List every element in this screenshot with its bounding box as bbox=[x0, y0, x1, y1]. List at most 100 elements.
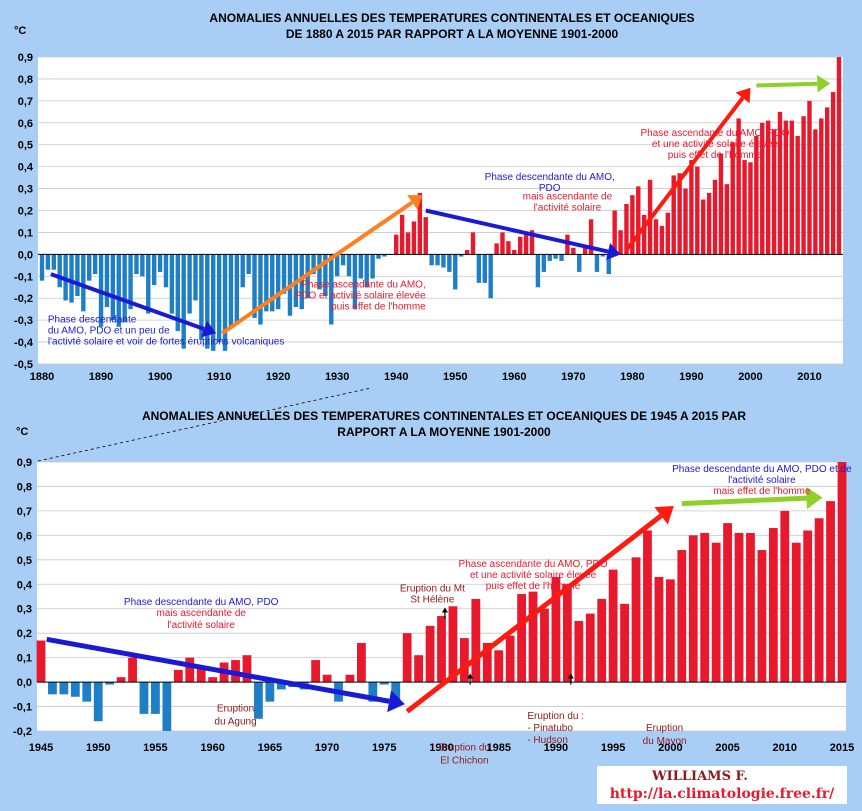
bar bbox=[122, 254, 127, 323]
bar bbox=[677, 173, 682, 255]
bar bbox=[116, 254, 121, 327]
bar bbox=[216, 254, 222, 343]
bar bbox=[441, 254, 446, 268]
bar bbox=[712, 179, 718, 255]
chart-1: ANOMALIES ANNUELLES DES TEMPERATURES CON… bbox=[14, 11, 843, 383]
signature-name: WILLIAMS F. bbox=[651, 769, 748, 784]
bar bbox=[711, 542, 721, 683]
bar bbox=[600, 254, 606, 257]
y-tick-label: 0,1 bbox=[18, 227, 33, 239]
annotation-text: Phase descendante du AMO, PDO bbox=[124, 597, 279, 608]
bar bbox=[597, 598, 607, 683]
x-tick-label: 1920 bbox=[266, 371, 290, 383]
bar bbox=[151, 682, 160, 714]
bar bbox=[45, 254, 51, 270]
bar bbox=[264, 254, 269, 312]
bar bbox=[258, 254, 263, 325]
bar bbox=[541, 254, 547, 272]
bar bbox=[771, 129, 777, 255]
bar bbox=[688, 535, 698, 683]
bar bbox=[612, 210, 617, 255]
annotation-text: Eruption du Agung bbox=[214, 703, 256, 727]
bar bbox=[765, 120, 771, 255]
bar bbox=[105, 682, 115, 685]
y-tick-label: 0,0 bbox=[18, 249, 33, 261]
y-tick-label: -0,2 bbox=[14, 293, 33, 305]
y-tick-label: 0,1 bbox=[17, 653, 32, 665]
bar bbox=[92, 254, 98, 275]
bar bbox=[93, 682, 103, 722]
bar bbox=[695, 166, 700, 255]
bar bbox=[447, 254, 452, 272]
bar bbox=[618, 230, 623, 255]
bar bbox=[837, 462, 847, 683]
bar bbox=[730, 142, 735, 255]
bar bbox=[665, 212, 670, 255]
bar bbox=[783, 120, 789, 255]
bar bbox=[75, 254, 80, 297]
x-tick-label: 1955 bbox=[143, 742, 167, 754]
bar bbox=[425, 625, 435, 683]
bar bbox=[807, 100, 812, 255]
bar bbox=[624, 203, 629, 255]
bar bbox=[706, 192, 712, 255]
y-tick-label: 0,9 bbox=[18, 52, 33, 64]
bar bbox=[228, 254, 234, 327]
x-tick-label: 2000 bbox=[658, 742, 682, 754]
bar bbox=[317, 254, 322, 290]
y-tick-label: 0,3 bbox=[18, 184, 33, 196]
bar bbox=[585, 613, 595, 683]
bar bbox=[345, 674, 355, 683]
bar bbox=[196, 667, 206, 683]
x-tick-label: 2005 bbox=[715, 742, 739, 754]
bar bbox=[723, 523, 732, 683]
bar bbox=[547, 254, 552, 261]
x-tick-label: 1950 bbox=[86, 742, 110, 754]
signature-url[interactable]: http://la.climatologie.free.fr/ bbox=[610, 786, 835, 802]
bar bbox=[205, 254, 210, 349]
x-tick-label: 1910 bbox=[207, 371, 231, 383]
bar bbox=[275, 254, 281, 310]
annotation-text: Phase descendante du AMO, PDO et un peu d… bbox=[48, 314, 284, 347]
chart-2-unit-label: °C bbox=[16, 426, 28, 438]
bar bbox=[559, 254, 564, 261]
bar bbox=[391, 682, 401, 705]
bar bbox=[448, 606, 458, 683]
x-tick-label: 1930 bbox=[325, 371, 349, 383]
bar bbox=[588, 219, 594, 255]
bar bbox=[734, 532, 744, 683]
trend-arrow bbox=[425, 208, 621, 261]
bar bbox=[311, 660, 321, 683]
bar bbox=[535, 254, 541, 288]
y-tick-label: 0,6 bbox=[17, 530, 32, 542]
signature-box: WILLIAMS F. http://la.climatologie.free.… bbox=[597, 766, 847, 804]
bar bbox=[553, 254, 558, 259]
bar bbox=[757, 550, 767, 683]
bar bbox=[208, 677, 218, 683]
bar bbox=[322, 674, 332, 683]
chart-2-title-line-2: RAPPORT A LA MOYENNE 1901-2000 bbox=[337, 425, 551, 439]
y-tick-label: 0,9 bbox=[17, 457, 32, 469]
bar bbox=[748, 162, 753, 255]
bar bbox=[222, 254, 228, 351]
x-tick-label: 1960 bbox=[502, 371, 526, 383]
eruption-marker bbox=[567, 673, 574, 685]
chart-2-bars bbox=[36, 462, 847, 731]
bar bbox=[270, 254, 275, 312]
bar bbox=[382, 254, 387, 257]
bar bbox=[411, 221, 417, 255]
bar bbox=[528, 591, 538, 683]
bar bbox=[789, 120, 794, 255]
bar bbox=[48, 682, 57, 695]
bar bbox=[110, 254, 116, 321]
eruption-marker bbox=[441, 607, 448, 619]
bar bbox=[242, 655, 252, 683]
y-tick-label: 0,5 bbox=[18, 140, 33, 152]
bar bbox=[185, 657, 195, 683]
x-tick-label: 1980 bbox=[429, 742, 453, 754]
bar bbox=[265, 682, 275, 702]
bar bbox=[340, 254, 346, 266]
x-tick-label: 1950 bbox=[443, 371, 467, 383]
x-tick-label: 1990 bbox=[544, 742, 568, 754]
